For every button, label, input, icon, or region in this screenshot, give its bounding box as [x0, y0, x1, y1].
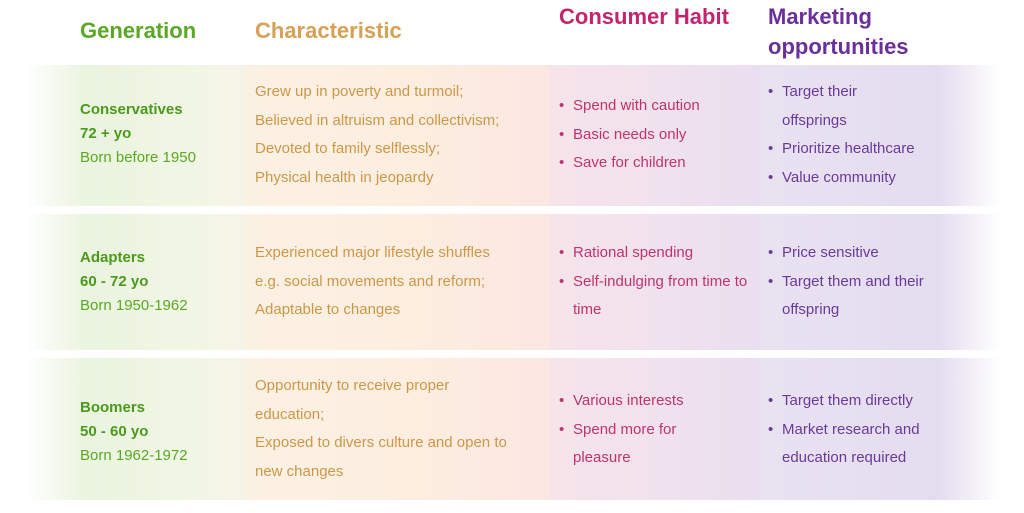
- list-item: Spend with caution: [559, 92, 759, 121]
- characteristic-line: Opportunity to receive proper: [255, 377, 450, 394]
- list-item: Price sensitive: [768, 239, 928, 268]
- characteristic-cell-boomers: Opportunity to receive proper education;…: [255, 372, 550, 486]
- characteristic-line: Adaptable to changes: [255, 301, 401, 318]
- characteristic-line: Devoted to family selflessly;: [255, 140, 441, 157]
- list-item: Value community: [768, 164, 918, 193]
- consumer-habit-list-boomers: Various interests Spend more for pleasur…: [559, 387, 719, 473]
- marketing-list-conservatives: Target their offsprings Prioritize healt…: [768, 78, 918, 192]
- characteristic-cell-conservatives: Grew up in poverty and turmoil; Believed…: [255, 78, 550, 192]
- list-item: Various interests: [559, 387, 719, 416]
- consumer-habit-list-adapters: Rational spending Self-indulging from ti…: [559, 239, 759, 325]
- characteristic-line: Believed in altruism and collectivism;: [255, 111, 500, 129]
- bottom-margin: [0, 500, 1024, 513]
- list-item: Target them and their offspring: [768, 268, 928, 325]
- characteristic-cell-adapters: Experienced major lifestyle shuffles e.g…: [255, 239, 550, 325]
- list-item: Save for children: [559, 149, 759, 178]
- generation-cell-conservatives: Conservatives 72 + yo Born before 1950: [80, 98, 196, 170]
- list-item: Spend more for pleasure: [559, 416, 719, 473]
- characteristic-line: e.g. social movements and reform;: [255, 272, 486, 290]
- characteristic-line: Grew up in poverty and turmoil;: [255, 83, 464, 100]
- header-consumer-habit: Consumer Habit: [559, 4, 729, 29]
- generation-born: Born 1962-1972: [80, 447, 188, 464]
- generation-column-bg: [25, 0, 245, 513]
- row-divider: [0, 206, 1024, 214]
- marketing-list-adapters: Price sensitive Target them and their of…: [768, 239, 928, 325]
- generation-name: Adapters: [80, 249, 146, 266]
- list-item: Target them directly: [768, 387, 958, 416]
- consumer-habit-list-conservatives: Spend with caution Basic needs only Save…: [559, 92, 759, 178]
- generation-age: 72 + yo: [80, 125, 132, 142]
- generation-age: 60 - 72 yo: [80, 273, 149, 290]
- header-marketing: Marketing opportunities: [768, 4, 909, 59]
- list-item: Basic needs only: [559, 121, 759, 150]
- list-item: Market research and education required: [768, 416, 958, 473]
- characteristic-line: education;: [255, 405, 325, 423]
- characteristic-line: Physical health in jeopardy: [255, 168, 434, 186]
- characteristic-line: new changes: [255, 462, 344, 480]
- generation-name: Conservatives: [80, 101, 183, 118]
- generation-cell-boomers: Boomers 50 - 60 yo Born 1962-1972: [80, 396, 188, 468]
- header-characteristic: Characteristic: [255, 18, 402, 43]
- characteristic-line: Experienced major lifestyle shuffles: [255, 244, 490, 261]
- list-item: Self-indulging from time to time: [559, 268, 759, 325]
- generation-name: Boomers: [80, 399, 146, 416]
- marketing-list-boomers: Target them directly Market research and…: [768, 387, 958, 473]
- list-item: Rational spending: [559, 239, 759, 268]
- generation-born: Born before 1950: [80, 149, 196, 166]
- generation-born: Born 1950-1962: [80, 297, 188, 314]
- row-divider: [0, 350, 1024, 358]
- characteristic-column-bg: [245, 0, 550, 513]
- characteristic-line: Exposed to divers culture and open to: [255, 434, 507, 451]
- generation-age: 50 - 60 yo: [80, 423, 149, 440]
- list-item: Target their offsprings: [768, 78, 918, 135]
- list-item: Prioritize healthcare: [768, 135, 918, 164]
- header-generation: Generation: [80, 18, 197, 43]
- generation-cell-adapters: Adapters 60 - 72 yo Born 1950-1962: [80, 246, 188, 318]
- header-background: [0, 0, 1024, 65]
